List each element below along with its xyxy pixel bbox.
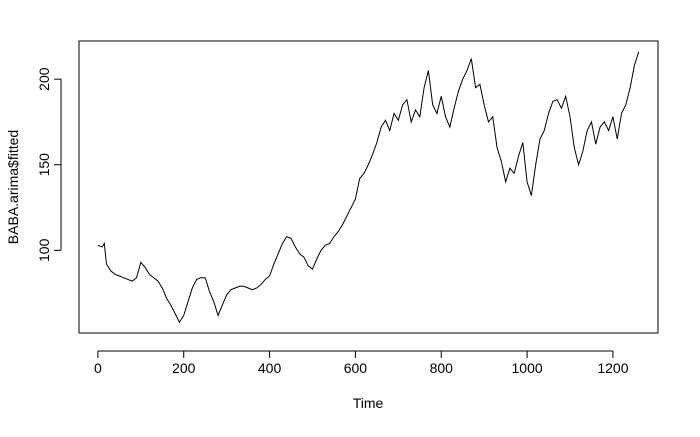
y-axis-label: BABA.arima$fitted [5, 130, 21, 244]
y-tick-label: 150 [36, 153, 52, 177]
y-tick-label: 100 [36, 238, 52, 262]
x-tick-label: 1000 [512, 360, 543, 376]
x-tick-label: 0 [94, 360, 102, 376]
x-tick-label: 800 [430, 360, 454, 376]
x-tick-label: 200 [172, 360, 196, 376]
y-tick-label: 200 [36, 67, 52, 91]
x-tick-label: 1200 [597, 360, 628, 376]
x-tick-label: 600 [344, 360, 368, 376]
series-line [97, 51, 640, 324]
x-axis-label: Time [353, 395, 384, 411]
plot-box [78, 40, 659, 334]
x-tick-label: 400 [258, 360, 282, 376]
